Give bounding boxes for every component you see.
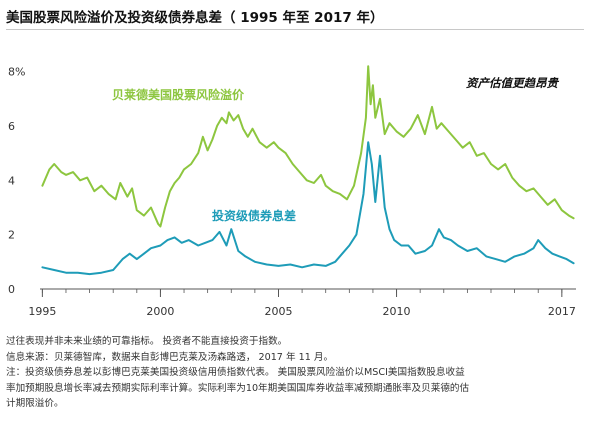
footnotes: 过往表现并非未来业绩的可靠指标。 投资者不能直接投资于指数。 信息来源：贝莱德智… <box>6 334 586 412</box>
x-tick-label: 2000 <box>146 305 174 318</box>
chart-lines <box>41 65 575 276</box>
y-tick-label: 0 <box>8 283 15 296</box>
equity-risk-premium-line <box>41 65 575 228</box>
x-tick-label: 2017 <box>548 305 576 318</box>
bond-spread-label: 投资级债券息差 <box>212 208 296 223</box>
line-chart: 0 2 4 6 8% 1995 2000 2005 2010 2017 贝莱德美国股票风险溢价投… <box>8 65 576 318</box>
footnote-note-line1: 注：投资级债券息差以彭博巴克莱美国投资级信用债指数代表。 美国股票风险溢价以MS… <box>6 367 465 378</box>
equity-risk-premium-label: 贝莱德美国股票风险溢价 <box>112 87 245 102</box>
x-tick-label: 2005 <box>264 305 292 318</box>
footnote-disclaimer: 过往表现并非未来业绩的可靠指标。 投资者不能直接投资于指数。 <box>6 336 288 347</box>
title-divider <box>6 29 584 30</box>
valuation-annotation: 资产估值更趋昂贵 <box>466 76 559 90</box>
y-tick-label: 6 <box>8 120 15 133</box>
chart-title: 美国股票风险溢价及投资级债券息差（ 1995 年至 2017 年） <box>6 10 384 26</box>
x-axis: 1995 2000 2005 2010 2017 <box>28 288 576 318</box>
y-tick-label: 8% <box>8 66 25 79</box>
y-tick-label: 2 <box>8 229 15 242</box>
y-tick-label: 4 <box>8 174 15 187</box>
x-tick-label: 1995 <box>28 305 56 318</box>
footnote-note-line3: 计期限溢价。 <box>6 398 64 409</box>
x-tick-label: 2010 <box>383 305 411 318</box>
footnote-source: 信息来源：贝莱德智库，数据来自彭博巴克莱及汤森路透， 2017 年 11 月。 <box>6 351 334 363</box>
y-axis-ticks: 0 2 4 6 8% <box>8 66 25 296</box>
footnote-note-line2: 率加预期股息增长率减去预期实际利率计算。实际利率为10年期美国国库券收益率减预期… <box>6 382 470 394</box>
bond-spread-line <box>41 141 575 276</box>
